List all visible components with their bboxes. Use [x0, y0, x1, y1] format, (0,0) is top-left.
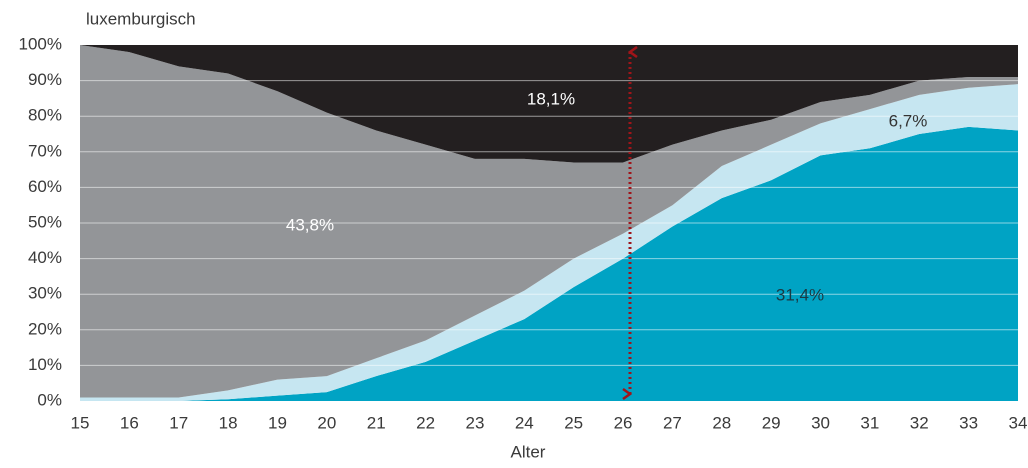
x-tick-label: 32: [910, 413, 929, 432]
y-tick-label: 30%: [28, 284, 62, 303]
y-tick-label: 40%: [28, 248, 62, 267]
x-tick-label: 34: [1009, 413, 1028, 432]
y-tick-label: 80%: [28, 106, 62, 125]
x-tick-label: 26: [614, 413, 633, 432]
annotation: 31,4%: [776, 285, 824, 304]
annotation: 43,8%: [286, 215, 334, 234]
x-tick-label: 24: [515, 413, 534, 432]
x-tick-label: 16: [120, 413, 139, 432]
y-tick-label: 60%: [28, 177, 62, 196]
y-tick-label: 50%: [28, 212, 62, 231]
areas: [80, 45, 1018, 401]
x-tick-label: 30: [811, 413, 830, 432]
x-tick-label: 17: [169, 413, 188, 432]
x-tick-label: 19: [268, 413, 287, 432]
y-tick-label: 20%: [28, 319, 62, 338]
grid: [80, 80, 1018, 366]
y-tick-label: 90%: [28, 70, 62, 89]
x-tick-label: 22: [416, 413, 435, 432]
x-tick-label: 20: [317, 413, 336, 432]
y-tick-label: 100%: [19, 34, 62, 53]
x-tick-label: 27: [663, 413, 682, 432]
x-axis-title: Alter: [511, 442, 546, 461]
x-tick-label: 21: [367, 413, 386, 432]
x-tick-label: 33: [959, 413, 978, 432]
annotation: 6,7%: [889, 111, 928, 130]
area: [80, 45, 1018, 398]
x-tick-label: 18: [219, 413, 238, 432]
area: [80, 126, 1018, 401]
labels: 0% 10% 20% 30% 40% 50% 60% 70% 80% 90% 100% 15 16 17 1…: [19, 34, 1028, 432]
area: [80, 45, 1018, 163]
y-tick-label: 0%: [37, 390, 62, 409]
x-tick-label: 23: [465, 413, 484, 432]
annotation: 18,1%: [527, 89, 575, 108]
y-tick-label: 10%: [28, 355, 62, 374]
area: [80, 84, 1018, 401]
x-tick-label: 29: [762, 413, 781, 432]
x-tick-label: 15: [71, 413, 90, 432]
y-axis-title: luxemburgisch: [86, 9, 196, 28]
x-tick-label: 25: [564, 413, 583, 432]
y-tick-label: 70%: [28, 141, 62, 160]
x-tick-label: 31: [860, 413, 879, 432]
x-tick-label: 28: [712, 413, 731, 432]
